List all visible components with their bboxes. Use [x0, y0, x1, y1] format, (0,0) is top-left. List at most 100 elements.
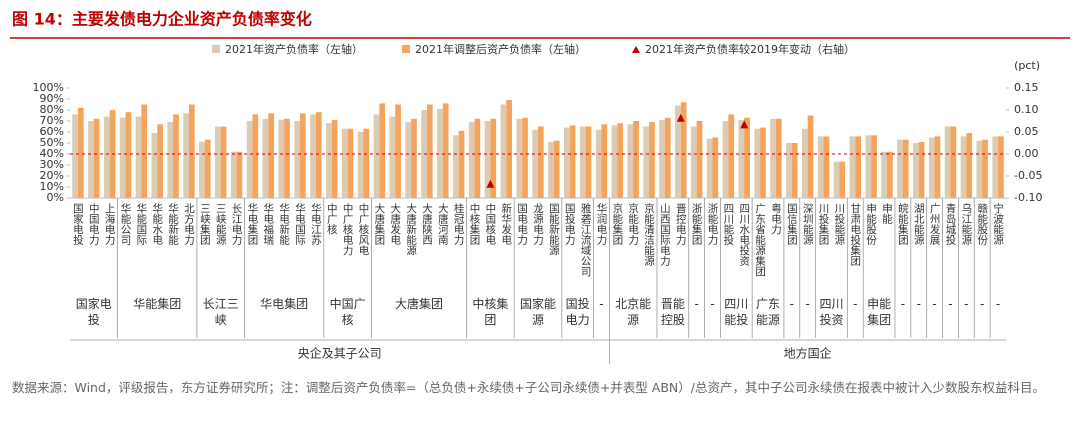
x-tick-label: 大唐集团: [373, 202, 385, 246]
change-marker: [676, 113, 685, 122]
bar: [268, 113, 275, 198]
bar: [341, 128, 348, 198]
group-label-box: 申能集团: [867, 297, 891, 327]
y-tick-label: 0%: [47, 191, 64, 204]
bar: [611, 125, 618, 198]
bar: [405, 122, 412, 198]
bar: [310, 114, 316, 198]
x-tick-label: 广东省能源集团: [754, 203, 766, 277]
bar: [246, 121, 253, 198]
bar: [833, 161, 840, 198]
bar: [918, 141, 925, 198]
bar: [902, 139, 909, 198]
group-label: -: [964, 297, 969, 311]
bar: [262, 118, 269, 198]
x-tick-label: 四川能投: [722, 203, 734, 246]
legend-label: 2021年资产负债率较2019年变动（右轴）: [645, 42, 855, 56]
bar: [664, 117, 671, 198]
bar: [817, 136, 824, 198]
x-tick-label: 乌江能源: [960, 202, 972, 246]
bar: [236, 151, 243, 198]
bar: [363, 128, 370, 198]
bar: [553, 140, 560, 198]
group-label-box: 晋能控股: [661, 297, 685, 327]
bar: [998, 136, 1004, 198]
bar: [760, 127, 766, 198]
bar: [992, 136, 999, 198]
x-tick-label: 华电集团: [246, 202, 258, 246]
group-label-box: -: [790, 297, 794, 311]
group-label: -: [599, 297, 604, 311]
bar: [522, 117, 528, 198]
bar: [897, 139, 903, 198]
x-tick-label: 赣能股份: [976, 202, 988, 246]
bar: [88, 121, 94, 198]
chart-title: 图 14：主要发债电力企业资产负债率变化: [12, 10, 312, 29]
x-tick-label: 粤电力: [770, 202, 782, 235]
bar: [706, 138, 713, 198]
group-label: 中核集团: [472, 297, 509, 327]
x-tick-label: 国能新能源: [548, 203, 560, 256]
y2-tick-label: 0.00: [1014, 147, 1039, 160]
y2-tick-label: -0.05: [1014, 169, 1042, 182]
x-tick-label: 甘肃电投集团: [849, 202, 861, 267]
x-tick-label: 中核集团: [469, 202, 481, 246]
group-label-box: 国投电力: [565, 297, 590, 327]
x-tick-label: 中国电力: [88, 202, 100, 246]
group-label-box: 华电集团: [260, 297, 308, 311]
group-label: 大唐集团: [395, 297, 444, 311]
bar: [881, 151, 888, 198]
group-label: 国家电投: [75, 297, 112, 327]
change-marker: [740, 120, 749, 129]
bar: [357, 132, 364, 198]
bar: [770, 118, 776, 198]
group-label: 国投电力: [565, 297, 590, 327]
group-label: 长江三峡: [202, 297, 239, 327]
group-label: 北京能源: [615, 297, 652, 327]
bar: [871, 135, 877, 198]
bar: [442, 103, 449, 198]
group-label-box: -: [948, 297, 953, 311]
group-label-box: 中国广核: [330, 297, 366, 327]
group-label: -: [805, 297, 810, 311]
bar: [315, 112, 322, 198]
bar: [103, 116, 110, 198]
x-tick-label: 山西国际电力: [659, 203, 671, 267]
x-tick-label: 桂冠电力: [453, 202, 465, 246]
bar: [230, 151, 237, 198]
y2-tick-label: -0.10: [1014, 191, 1042, 204]
bar: [849, 136, 856, 198]
x-tick-label: 中国核电: [484, 202, 496, 245]
x-tick-label: 广州发展: [929, 203, 941, 246]
x-tick-label: 京能集团: [611, 202, 623, 246]
legend-label: 2021年调整后资产负债率（左轴）: [415, 42, 586, 56]
bar: [744, 117, 750, 198]
x-tick-label: 深圳能源: [802, 203, 814, 246]
bar: [141, 104, 148, 198]
source-note: 数据来源：Wind，评级报告，东方证券研究所；注：调整后资产负债率=（总负债+永…: [12, 380, 1045, 395]
bar: [786, 143, 792, 198]
group-label: -: [948, 297, 953, 311]
bar: [474, 118, 481, 198]
x-tick-label: 浙能集团: [691, 203, 703, 246]
x-tick-label: 上海电力: [104, 203, 116, 246]
legend-swatch: [632, 46, 640, 53]
bar: [199, 141, 205, 198]
bar: [77, 107, 84, 198]
bar: [284, 118, 290, 198]
group-label: -: [694, 297, 699, 311]
bar: [601, 124, 608, 198]
group-label-box: 四川能投: [724, 297, 748, 327]
bar: [728, 114, 735, 198]
bar: [326, 123, 332, 198]
x-tick-label: 大唐新能源: [405, 202, 417, 256]
x-tick-label: 华电福瑞: [262, 202, 274, 245]
bar: [532, 129, 538, 198]
group-label: 广东能源: [756, 297, 781, 327]
group-label-box: -: [599, 297, 604, 311]
bar: [151, 133, 158, 198]
bar: [696, 121, 703, 198]
bar: [373, 114, 380, 198]
x-tick-label: 华电江苏: [310, 202, 322, 246]
bar: [934, 136, 941, 198]
